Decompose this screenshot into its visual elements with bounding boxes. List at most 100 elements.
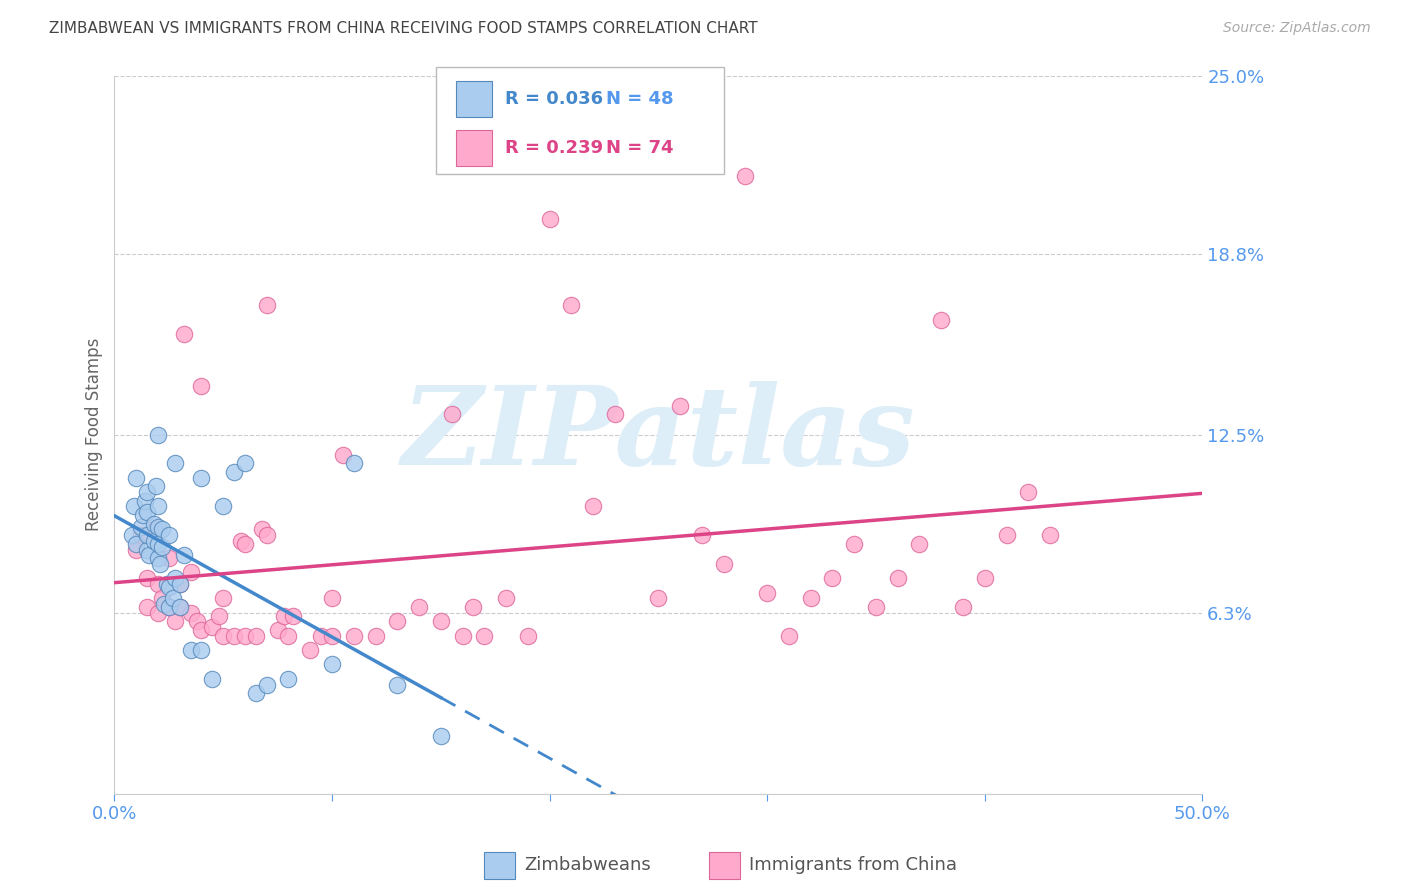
- Text: ZIMBABWEAN VS IMMIGRANTS FROM CHINA RECEIVING FOOD STAMPS CORRELATION CHART: ZIMBABWEAN VS IMMIGRANTS FROM CHINA RECE…: [49, 21, 758, 36]
- Point: [222, 629, 245, 643]
- Point: [273, 608, 295, 623]
- Point: [538, 212, 561, 227]
- Point: [256, 298, 278, 312]
- Point: [343, 629, 366, 643]
- Point: [387, 677, 409, 691]
- Point: [233, 456, 256, 470]
- Point: [252, 522, 274, 536]
- Point: [136, 528, 159, 542]
- Point: [952, 599, 974, 614]
- Point: [844, 537, 866, 551]
- Point: [129, 519, 152, 533]
- Text: Zimbabweans: Zimbabweans: [524, 856, 651, 874]
- Point: [153, 597, 176, 611]
- Point: [157, 599, 180, 614]
- Point: [408, 599, 430, 614]
- Point: [125, 471, 148, 485]
- Point: [136, 542, 159, 557]
- Point: [146, 427, 169, 442]
- Point: [136, 505, 159, 519]
- Point: [146, 519, 169, 533]
- Point: [364, 629, 387, 643]
- Point: [134, 493, 156, 508]
- Point: [440, 408, 463, 422]
- Point: [201, 672, 224, 686]
- Point: [756, 585, 779, 599]
- Point: [136, 571, 159, 585]
- Point: [136, 599, 159, 614]
- Point: [430, 729, 453, 743]
- Point: [165, 615, 187, 629]
- Text: N = 74: N = 74: [606, 139, 673, 157]
- Point: [778, 629, 800, 643]
- Point: [169, 599, 191, 614]
- Point: [173, 327, 195, 342]
- Text: R = 0.036: R = 0.036: [505, 90, 603, 108]
- Point: [169, 577, 191, 591]
- Point: [266, 623, 288, 637]
- Point: [131, 508, 153, 522]
- Point: [157, 599, 180, 614]
- Point: [150, 522, 173, 536]
- Point: [165, 571, 187, 585]
- Point: [281, 608, 304, 623]
- Text: Source: ZipAtlas.com: Source: ZipAtlas.com: [1223, 21, 1371, 35]
- Point: [138, 548, 160, 562]
- Point: [973, 571, 995, 585]
- Point: [821, 571, 844, 585]
- Point: [201, 620, 224, 634]
- Point: [125, 542, 148, 557]
- Point: [647, 591, 669, 606]
- Point: [245, 686, 267, 700]
- Point: [463, 599, 485, 614]
- Point: [173, 548, 195, 562]
- Text: ZIPatlas: ZIPatlas: [402, 381, 915, 488]
- Point: [669, 399, 692, 413]
- Point: [229, 533, 252, 548]
- Point: [603, 408, 626, 422]
- Point: [190, 471, 212, 485]
- Point: [222, 465, 245, 479]
- Point: [212, 591, 235, 606]
- Point: [150, 540, 173, 554]
- Point: [162, 591, 184, 606]
- Point: [146, 551, 169, 566]
- Point: [208, 608, 231, 623]
- Text: N = 48: N = 48: [606, 90, 673, 108]
- Point: [472, 629, 495, 643]
- Point: [146, 500, 169, 514]
- Point: [157, 528, 180, 542]
- Point: [145, 479, 167, 493]
- Point: [190, 623, 212, 637]
- Point: [169, 599, 191, 614]
- Point: [129, 528, 152, 542]
- Point: [186, 615, 208, 629]
- Point: [150, 591, 173, 606]
- Point: [180, 606, 202, 620]
- Point: [122, 500, 145, 514]
- Point: [495, 591, 517, 606]
- Point: [387, 615, 409, 629]
- Point: [277, 629, 299, 643]
- Point: [142, 522, 165, 536]
- Point: [190, 643, 212, 657]
- Point: [180, 643, 202, 657]
- Point: [121, 528, 143, 542]
- Point: [142, 533, 165, 548]
- Point: [256, 528, 278, 542]
- Point: [157, 580, 180, 594]
- Point: [321, 629, 343, 643]
- Point: [233, 629, 256, 643]
- Point: [560, 298, 582, 312]
- Point: [309, 629, 332, 643]
- Point: [156, 577, 179, 591]
- Point: [1039, 528, 1062, 542]
- Point: [800, 591, 823, 606]
- Point: [929, 312, 952, 326]
- Point: [343, 456, 366, 470]
- Point: [190, 378, 212, 392]
- Point: [321, 591, 343, 606]
- Point: [865, 599, 887, 614]
- Point: [299, 643, 322, 657]
- Point: [430, 615, 453, 629]
